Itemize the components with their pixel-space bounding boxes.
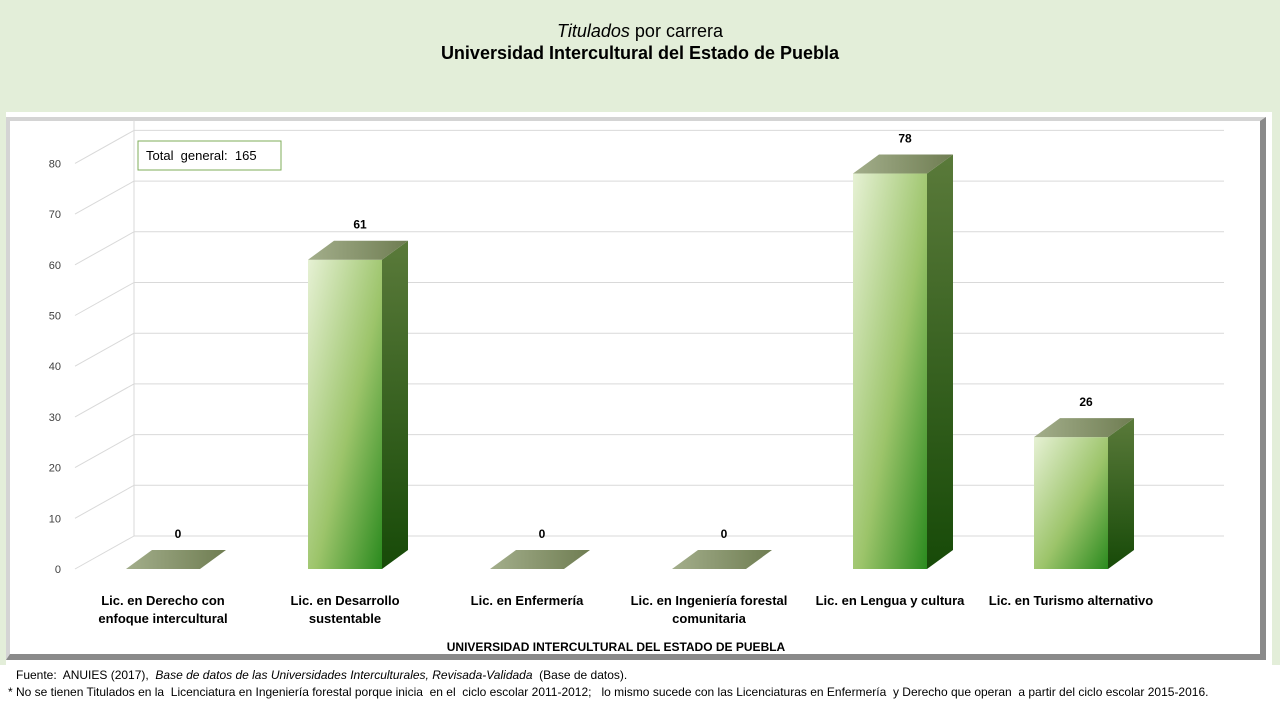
title-italic: Titulados: [557, 21, 630, 41]
bar-side: [382, 240, 408, 570]
bar-front: [853, 173, 927, 570]
data-label: 78: [898, 132, 912, 146]
header-band: [0, 0, 1280, 112]
right-band: [1272, 112, 1280, 665]
gridline-side: [74, 434, 135, 469]
category-label: Lic. en Turismo alternativo: [989, 593, 1154, 608]
gridline-side: [74, 383, 135, 418]
gridline-side: [74, 332, 135, 367]
bar-layer: [126, 154, 1134, 570]
y-tick-label: 10: [49, 513, 61, 525]
data-label: 61: [353, 218, 367, 232]
category-label: sustentable: [309, 611, 381, 626]
data-label: 0: [175, 527, 182, 541]
bar-front: [308, 259, 382, 569]
source-line: Fuente: ANUIES (2017), Base de datos de …: [16, 668, 627, 682]
bar-side: [927, 154, 953, 570]
bar-chart: 0 10 20 30 40 50 60 70 80 0 Lic. en Derecho con en…: [49, 120, 1224, 654]
data-label: 0: [721, 527, 728, 541]
gridline-side: [74, 484, 135, 519]
gridline-side: [74, 282, 135, 316]
bar-front: [1034, 437, 1108, 569]
y-tick-label: 0: [55, 564, 61, 576]
title-rest: por carrera: [629, 21, 723, 41]
category-label: Lic. en Enfermería: [471, 593, 584, 608]
y-tick-label: 60: [49, 260, 61, 272]
x-axis-title: UNIVERSIDAD INTERCULTURAL DEL ESTADO DE …: [447, 640, 786, 654]
bar-top: [308, 240, 408, 260]
data-label: 26: [1079, 395, 1093, 409]
category-label: Lic. en Desarrollo: [290, 593, 399, 608]
category-label: Lic. en Ingeniería forestal: [631, 593, 788, 608]
category-label: Lic. en Derecho con: [101, 593, 225, 608]
bar-top: [853, 154, 953, 174]
axis-layer: 0 10 20 30 40 50 60 70 80: [49, 158, 61, 576]
footer: [0, 665, 1280, 720]
source-suffix: (Base de datos).: [532, 668, 628, 682]
y-tick-label: 40: [49, 361, 61, 373]
bar-top: [126, 550, 226, 569]
chart-frame: [6, 117, 1266, 660]
y-tick-label: 70: [49, 209, 61, 221]
gridline-side: [74, 129, 135, 164]
y-tick-label: 30: [49, 412, 61, 424]
chart-subtitle: Universidad Intercultural del Estado de …: [440, 43, 840, 63]
bar-top: [1034, 418, 1134, 438]
y-tick-label: 50: [49, 311, 61, 323]
source-italic: Base de datos de las Universidades Inter…: [155, 668, 533, 682]
category-label: Lic. en Lengua y cultura: [816, 593, 966, 608]
bar-top: [490, 550, 590, 569]
category-label: comunitaria: [672, 611, 746, 626]
total-annotation: Total general: 165: [146, 148, 257, 163]
left-band: [0, 112, 6, 665]
label-layer: 0 Lic. en Derecho con enfoque intercultura…: [98, 132, 1153, 626]
source-prefix: Fuente: ANUIES (2017),: [16, 668, 156, 682]
y-tick-label: 20: [49, 463, 61, 475]
data-label: 0: [539, 527, 546, 541]
gridline-side: [74, 535, 135, 570]
category-label: enfoque intercultural: [98, 611, 227, 626]
footnote: * No se tienen Titulados en la Licenciat…: [8, 685, 1209, 699]
gridline-side: [74, 180, 135, 215]
bar-side: [1108, 418, 1134, 569]
y-tick-label: 80: [49, 158, 61, 170]
total-annotation-box: [137, 140, 282, 171]
chart-title: Titulados por carrera Universidad Interc…: [0, 20, 1280, 64]
gridline-side: [74, 231, 135, 266]
bar-top: [672, 550, 772, 569]
